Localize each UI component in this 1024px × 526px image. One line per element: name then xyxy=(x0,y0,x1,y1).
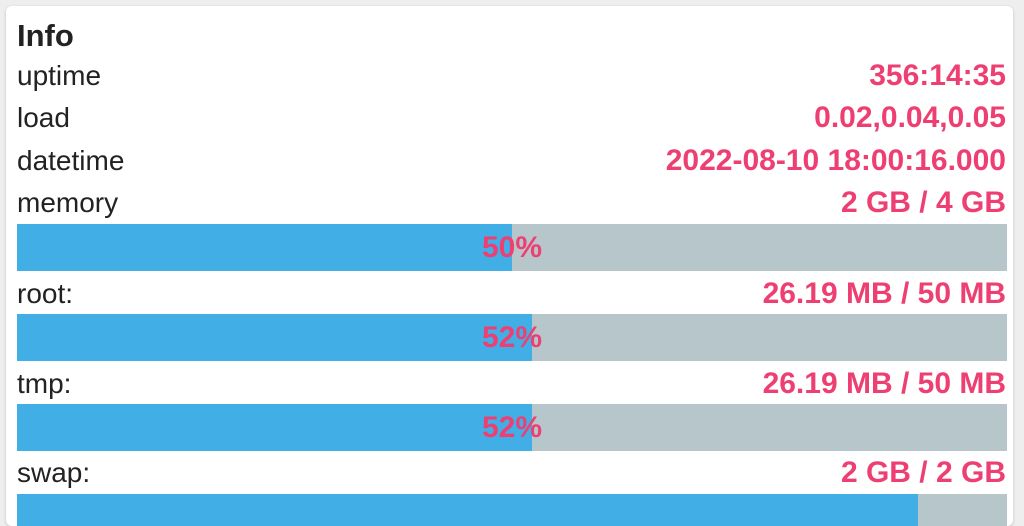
root-progress-fill xyxy=(17,314,532,361)
root-percent-label: 52% xyxy=(481,321,543,354)
swap-row: swap: 2 GB / 2 GB xyxy=(17,454,1006,492)
memory-progress-fill xyxy=(17,224,512,271)
root-value: 26.19 MB / 50 MB xyxy=(762,277,1006,310)
datetime-value: 2022-08-10 18:00:16.000 xyxy=(665,144,1006,177)
panel-title: Info xyxy=(17,18,74,53)
load-label: load xyxy=(17,102,70,133)
memory-label: memory xyxy=(17,187,119,218)
memory-row: memory 2 GB / 4 GB xyxy=(17,184,1006,222)
load-row: load 0.02,0.04,0.05 xyxy=(17,99,1006,137)
uptime-label: uptime xyxy=(17,60,102,91)
swap-progress-fill xyxy=(17,494,918,526)
memory-value: 2 GB / 4 GB xyxy=(840,186,1006,219)
tmp-value: 26.19 MB / 50 MB xyxy=(762,367,1006,400)
tmp-progress-bar: 52% xyxy=(17,404,1007,451)
tmp-percent-label: 52% xyxy=(481,411,543,444)
uptime-row: uptime 356:14:35 xyxy=(17,57,1006,95)
load-value: 0.02,0.04,0.05 xyxy=(814,101,1006,134)
uptime-value: 356:14:35 xyxy=(869,59,1006,92)
memory-percent-label: 50% xyxy=(481,231,543,264)
datetime-label: datetime xyxy=(17,145,125,176)
tmp-label: tmp: xyxy=(17,368,72,399)
memory-progress-bar: 50% xyxy=(17,224,1007,271)
swap-value: 2 GB / 2 GB xyxy=(840,456,1006,489)
tmp-row: tmp: 26.19 MB / 50 MB xyxy=(17,365,1006,403)
swap-label: swap: xyxy=(17,457,91,488)
root-label: root: xyxy=(17,278,74,309)
datetime-row: datetime 2022-08-10 18:00:16.000 xyxy=(17,142,1006,180)
swap-progress-bar xyxy=(17,494,1007,526)
root-row: root: 26.19 MB / 50 MB xyxy=(17,275,1006,313)
root-progress-bar: 52% xyxy=(17,314,1007,361)
tmp-progress-fill xyxy=(17,404,532,451)
info-panel: Info uptime 356:14:35 load 0.02,0.04,0.0… xyxy=(6,6,1013,526)
